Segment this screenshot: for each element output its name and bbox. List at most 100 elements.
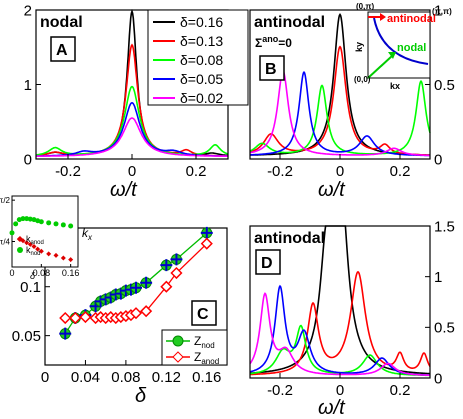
inset-corner-pipi: (π,π) (432, 7, 452, 16)
x-tick-label: 0.2 (390, 163, 411, 180)
data-point-Zanod (140, 305, 153, 318)
panel-b-xlabel: ω/t (318, 179, 346, 201)
panel-c-letter-box (191, 300, 217, 326)
x-tick-label: 0.2 (186, 163, 207, 180)
x-tick-label: 0.2 (390, 382, 411, 399)
inset-point-kanod (53, 252, 59, 258)
inset-point-knod (9, 230, 15, 236)
legend-label-sub: nod (201, 341, 214, 350)
inset-point-kanod (38, 248, 44, 254)
y-tick-label: 2 (24, 2, 32, 19)
panel-a-letter: A (56, 42, 68, 59)
legend-label-sub: anod (201, 357, 219, 366)
y-tick-label: 0.1 (20, 279, 41, 296)
y-tick-label: 0.05 (12, 328, 41, 345)
legend-label: δ=0.13 (180, 33, 223, 49)
x-tick-label: 0 (336, 163, 344, 180)
x-tick-label: 0 (41, 369, 49, 386)
data-point-Zanod (129, 307, 143, 320)
panel-b-letter-box (259, 55, 285, 81)
nodal-arrow (367, 55, 393, 79)
panel-d-letter-box (255, 249, 281, 275)
data-point-Zanod (79, 310, 92, 324)
panel-c-legend-box (161, 329, 228, 366)
legend-label: δ=0.08 (180, 52, 223, 68)
y-tick-label: 1 (24, 77, 32, 94)
data-point-cross (59, 327, 72, 340)
series-line-δ=0.02 (249, 69, 430, 157)
series-line-δ=0.08 (249, 79, 431, 155)
series-line-δ=0.02 (36, 117, 228, 157)
series-line-Zanod (65, 243, 208, 319)
legend-marker (172, 351, 184, 363)
y-tick-label: 1.5 (434, 218, 455, 235)
x-tick-label: 0.04 (71, 369, 100, 386)
inset-point-knod (27, 216, 33, 222)
panel-b-letter: B (265, 61, 277, 78)
series-line-δ=0.05 (36, 101, 228, 157)
data-point-cross (200, 226, 213, 239)
y-tick-label: 0 (24, 151, 32, 168)
inset-point-knod (60, 222, 66, 228)
data-point-Zanod (59, 311, 72, 325)
panel-a-letter-box (50, 36, 76, 62)
panel-d-letter: D (261, 255, 273, 272)
panel-c-xlabel: δ (135, 385, 147, 407)
panel-c-series (59, 226, 213, 340)
inset-point-kanod (24, 240, 30, 246)
x-tick-label: 0.12 (152, 369, 181, 386)
panel-d: -0.2 0 0.2 0 0.5 1 1.5 antinodal D ω/t (249, 218, 455, 419)
inset-legend-label-sub: nod (31, 251, 41, 257)
y-tick-label: 0.5 (434, 320, 455, 337)
inset-y-tick-label: π/4 (0, 237, 11, 246)
panel-b-inset: antinodal nodal (0,π) (π,π) (0,0) ky kx (354, 2, 452, 91)
x-tick-label: 0.16 (192, 369, 221, 386)
panel-d-ticks: -0.2 0 0.2 0 0.5 1 1.5 (267, 218, 455, 399)
panel-b-subtitle: Σano=0 (255, 34, 292, 50)
series-line-δ=0.13 (249, 45, 430, 156)
panel-b-title: antinodal (254, 14, 325, 31)
data-point-cross (170, 253, 183, 266)
panel-c-letter: C (197, 306, 209, 323)
x-tick-label: -0.2 (267, 163, 293, 180)
panel-c: 00.040.080.120.160.050.10.15 C ZnodZanod… (0, 195, 228, 407)
panel-a-xlabel: ω/t (110, 179, 138, 201)
inset-k-ticks: 0 0.08 0.16 π/4 π/2 δ (0, 196, 79, 281)
panel-c-frame (44, 227, 228, 366)
panel-b-ticks: -0.2 0 0.2 0 0.5 1 (267, 2, 455, 180)
inset-x-tick-label: 0.16 (62, 268, 80, 278)
x-tick-label: -0.2 (267, 382, 293, 399)
panel-a-title: nodal (40, 14, 83, 31)
panel-d-lines (249, 225, 431, 377)
legend-label: δ=0.05 (180, 71, 223, 87)
inset-point-kanod (60, 255, 66, 261)
y-tick-label: 1 (434, 2, 442, 19)
nodal-arrow-head (388, 52, 396, 59)
inset-point-kanod (27, 241, 33, 247)
fermi-surface-curve (373, 17, 429, 65)
inset-point-knod (68, 223, 74, 229)
inset-point-kanod (35, 246, 41, 252)
inset-k-frame (367, 11, 431, 79)
inset-k-ylabel: kx (82, 226, 93, 242)
y-tick-label: 1 (434, 269, 442, 286)
inset-corner-00: (0,0) (354, 75, 371, 84)
inset-point-knod (24, 216, 30, 222)
inset-x-label: δ (30, 271, 36, 281)
inset-point-knod (20, 216, 26, 222)
legend-marker (172, 335, 184, 347)
inset-point-knod (13, 221, 19, 227)
inset-point-kanod (68, 257, 74, 263)
panel-a-ticks: -0.2 0 0.2 0 1 2 (24, 2, 207, 180)
inset-point-kanod (31, 243, 37, 249)
y-tick-label: 0 (434, 370, 442, 387)
inset-x-tick-label: 0 (9, 268, 14, 278)
antinodal-arrow-head (380, 13, 386, 21)
inset-point-kanod (46, 251, 52, 257)
data-point-Zanod (170, 266, 183, 280)
inset-y-tick-label: π/2 (0, 196, 11, 205)
inset-legend-marker (17, 247, 23, 253)
panel-a-legend-box (147, 9, 249, 106)
